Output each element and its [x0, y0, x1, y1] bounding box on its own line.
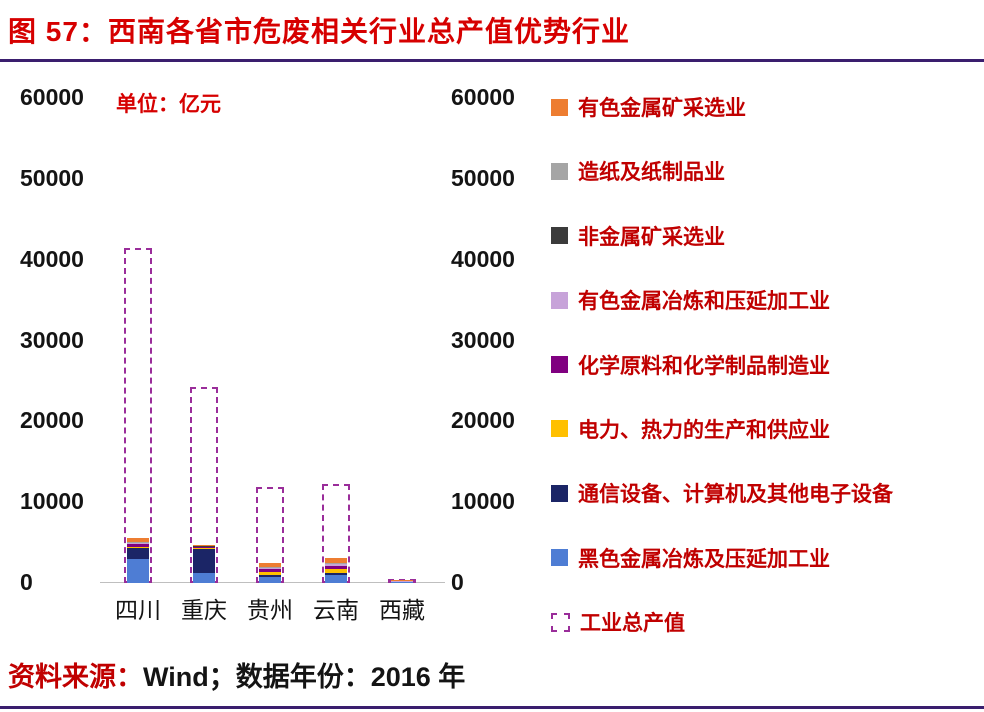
- bar-segment: [127, 543, 149, 545]
- bar-segment: [127, 546, 149, 549]
- bar-segment: [325, 563, 347, 565]
- legend-item: 有色金属矿采选业: [551, 92, 978, 122]
- y-tick-label: 0: [20, 569, 33, 595]
- legend-item: 化学原料和化学制品制造业: [551, 350, 978, 380]
- bar-segment: [127, 538, 149, 542]
- y-tick-label: 40000: [451, 245, 515, 272]
- legend-item: 造纸及纸制品业: [551, 156, 978, 186]
- legend-swatch-icon: [551, 420, 568, 438]
- legend-swatch-icon: [551, 549, 568, 567]
- bar-segment: [127, 541, 149, 543]
- legend-item: 非金属矿采选业: [551, 221, 978, 251]
- legend-label: 有色金属矿采选业: [578, 97, 746, 120]
- bar-segment: [259, 566, 281, 568]
- unit-label: 单位：亿元: [116, 93, 221, 116]
- legend-label: 造纸及纸制品业: [578, 161, 725, 185]
- legend-swatch-icon: [551, 162, 568, 180]
- bar-segment: [325, 562, 347, 564]
- bar-segment: [193, 573, 215, 583]
- bar-segment: [325, 572, 347, 575]
- y-tick-label: 30000: [20, 326, 84, 353]
- legend-item: 工业总产值: [551, 607, 978, 637]
- y-tick-label: 0: [451, 569, 464, 595]
- legend-item: 通信设备、计算机及其他电子设备: [551, 478, 978, 508]
- x-axis-labels: 四川 重庆 贵州 云南 西藏: [105, 591, 435, 625]
- x-tick-label: 贵州: [247, 597, 293, 623]
- legend-item: 黑色金属冶炼及压延加工业: [551, 543, 978, 573]
- legend-swatch-icon: [551, 612, 570, 632]
- y-tick-label: 60000: [451, 84, 515, 110]
- y-tick-label: 20000: [451, 407, 515, 434]
- bar-segment: [259, 571, 281, 575]
- legend-swatch-icon: [551, 356, 568, 373]
- bar-segment: [259, 567, 281, 569]
- legend-label: 电力、热力的生产和供应业: [578, 418, 830, 442]
- legend: 有色金属矿采选业 造纸及纸制品业 非金属矿采选业有色金属冶炼和压延加工业 化学原料和化…: [551, 92, 978, 637]
- bar-segment: [325, 557, 347, 563]
- y-tick-label: 40000: [20, 245, 84, 272]
- y-tick-label: 60000: [20, 84, 84, 110]
- x-tick-label: 四川: [115, 597, 161, 623]
- y-tick-label: 50000: [20, 164, 84, 191]
- figure-title-text: 西南各省市危废相关行业总产值优势行业: [107, 16, 630, 47]
- plot-area: [100, 98, 445, 583]
- source-label: 资料来源：: [8, 662, 143, 692]
- legend-label: 化学原料和化学制品制造业: [578, 354, 830, 378]
- legend-label: 工业总产值: [580, 612, 685, 635]
- x-tick-label: 云南: [313, 597, 359, 623]
- legend-swatch-icon: [551, 98, 568, 116]
- bar-segment: [127, 548, 149, 559]
- bar-segment: [325, 564, 347, 567]
- x-tick-label: 重庆: [181, 597, 227, 623]
- y-tick-label: 30000: [451, 326, 515, 353]
- total-outline-bar: [124, 247, 152, 583]
- bar-segment: [259, 574, 281, 577]
- bar-segment: [259, 562, 281, 567]
- bar-segment: [259, 569, 281, 572]
- legend-swatch-icon: [551, 291, 568, 309]
- secondary-y-axis: 60000 50000 40000 30000 20000 10000 0: [445, 68, 537, 637]
- figure-label: 图 57：: [8, 16, 108, 47]
- bar-segment: [325, 574, 347, 583]
- bar-segment: [127, 542, 149, 544]
- bar-segment: [259, 576, 281, 583]
- legend-item: 有色金属冶炼和压延加工业: [551, 285, 978, 315]
- legend-item: 电力、热力的生产和供应业: [551, 414, 978, 444]
- figure-title: 图 57：西南各省市危废相关行业总产值优势行业: [0, 0, 984, 50]
- plot-wrapper: 单位：亿元 四川 重庆 贵州 云南 西藏: [100, 68, 445, 637]
- bar-segment: [127, 558, 149, 583]
- legend-label: 通信设备、计算机及其他电子设备: [578, 483, 893, 507]
- primary-y-axis: 60000 50000 40000 30000 20000 10000 0: [0, 68, 100, 637]
- bar-segment: [193, 549, 215, 574]
- legend-label: 非金属矿采选业: [578, 225, 725, 249]
- bar-segment: [259, 568, 281, 570]
- bar-segment: [193, 545, 215, 547]
- y-tick-label: 10000: [451, 488, 515, 515]
- bar-segment: [127, 544, 149, 547]
- y-tick-label: 50000: [451, 164, 515, 191]
- bar-segment: [325, 566, 347, 570]
- bar-segment: [391, 580, 413, 582]
- y-tick-label: 10000: [20, 488, 84, 515]
- source-line: 资料来源：Wind；数据年份：2016 年: [0, 637, 984, 694]
- bar-segment: [193, 548, 215, 550]
- bottom-divider: [0, 706, 984, 709]
- title-divider: [0, 59, 984, 62]
- bar-segment: [325, 569, 347, 573]
- legend-label: 有色金属冶炼和压延加工业: [578, 290, 830, 314]
- chart-region: 60000 50000 40000 30000 20000 10000 0 单位：亿元 四川…: [0, 62, 984, 637]
- bar-segment: [193, 547, 215, 549]
- y-tick-label: 20000: [20, 407, 84, 434]
- legend-swatch-icon: [551, 227, 568, 245]
- legend-swatch-icon: [551, 484, 568, 502]
- x-tick-label: 西藏: [379, 597, 425, 623]
- source-value: Wind；数据年份：2016 年: [143, 662, 466, 692]
- bar-segment: [391, 582, 413, 583]
- legend-label: 黑色金属冶炼及压延加工业: [578, 547, 830, 571]
